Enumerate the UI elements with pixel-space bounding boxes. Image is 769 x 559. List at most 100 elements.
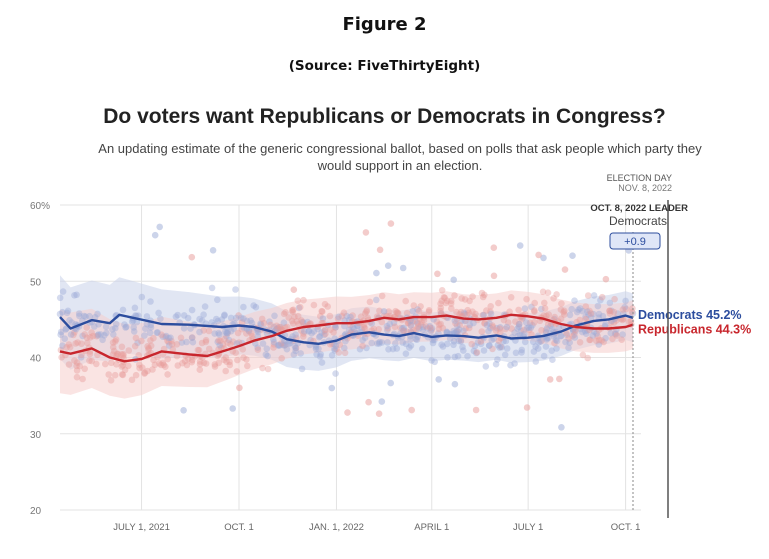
poll-dot [263, 345, 271, 353]
poll-dot [298, 318, 306, 326]
poll-dot [472, 406, 480, 414]
poll-dot [538, 337, 545, 345]
poll-dot [469, 293, 476, 300]
poll-dot [405, 319, 412, 327]
poll-dot [454, 328, 461, 336]
poll-dot [248, 330, 255, 337]
poll-dot [136, 361, 143, 369]
poll-dot [223, 329, 230, 337]
poll-dot [233, 368, 241, 375]
poll-dot [188, 334, 196, 341]
poll-dot [138, 337, 145, 345]
poll-dot [196, 315, 203, 323]
poll-dot [584, 308, 591, 316]
poll-dot [492, 327, 500, 335]
poll-dot [159, 333, 167, 341]
poll-dot [254, 344, 261, 352]
poll-dot [589, 332, 596, 339]
poll-dot [195, 346, 203, 354]
poll-dot [487, 324, 494, 332]
poll-dot [566, 339, 573, 346]
poll-dot [277, 325, 285, 333]
poll-dot [300, 333, 307, 340]
poll-dot [606, 307, 613, 315]
poll-dot [400, 327, 407, 335]
poll-dot [59, 342, 66, 350]
poll-dot [443, 340, 451, 348]
poll-dot [300, 330, 307, 337]
poll-dot [201, 303, 209, 310]
poll-dot [314, 325, 321, 333]
poll-dot [538, 305, 545, 313]
poll-dot [264, 352, 271, 360]
poll-dot [200, 327, 207, 334]
poll-dot [450, 327, 457, 335]
poll-dot [490, 272, 498, 280]
poll-dot [119, 362, 127, 369]
poll-dot [431, 358, 439, 366]
poll-dot [298, 317, 305, 324]
poll-dot [149, 366, 156, 373]
poll-dot [558, 300, 565, 307]
poll-dot [188, 334, 196, 342]
poll-dot [143, 313, 151, 320]
poll-dot [341, 344, 348, 352]
poll-dot [131, 342, 139, 350]
poll-dot [391, 323, 399, 331]
poll-dot [523, 295, 530, 303]
poll-dot [470, 319, 477, 327]
figure-source: (Source: FiveThirtyEight) [288, 58, 481, 74]
poll-dot [283, 323, 291, 331]
poll-dot [254, 328, 262, 336]
poll-dot [235, 339, 243, 346]
poll-dot [561, 266, 569, 273]
poll-dot [412, 317, 419, 325]
poll-dot [318, 307, 326, 315]
poll-dot [80, 312, 88, 320]
poll-dot [119, 352, 127, 359]
poll-dot [273, 325, 280, 333]
poll-dot [410, 302, 418, 309]
poll-dot [466, 297, 473, 305]
poll-dot [232, 286, 239, 293]
poll-dot [540, 352, 548, 360]
poll-dot [316, 353, 324, 360]
y-tick-label: 30 [30, 430, 42, 441]
poll-dot [613, 332, 621, 339]
poll-dot [172, 313, 180, 321]
poll-dot [74, 339, 81, 346]
poll-dot [350, 325, 358, 333]
poll-dot [113, 352, 120, 360]
poll-dot [402, 350, 410, 358]
poll-dot [480, 311, 488, 319]
poll-dot [326, 312, 334, 320]
poll-dot [65, 361, 73, 368]
poll-dot [555, 324, 563, 332]
poll-dot [481, 291, 488, 299]
poll-dot [164, 355, 171, 363]
poll-dot [226, 361, 234, 369]
poll-dot [557, 332, 564, 340]
poll-dot [243, 330, 250, 337]
poll-dot [428, 326, 435, 334]
poll-dot [563, 331, 570, 339]
poll-dot [556, 375, 563, 383]
poll-dot [419, 326, 427, 333]
poll-dot [332, 342, 340, 350]
poll-dot [215, 359, 222, 367]
poll-dot [227, 327, 235, 335]
poll-dot [619, 306, 627, 313]
poll-dot [107, 377, 115, 384]
poll-dot [300, 296, 307, 304]
poll-dot [136, 364, 143, 372]
poll-dot [408, 406, 416, 414]
poll-dot [281, 324, 289, 331]
poll-dot [110, 331, 117, 338]
poll-dot [402, 340, 410, 348]
poll-dot [541, 299, 548, 307]
poll-dot [507, 361, 514, 369]
poll-dot [248, 319, 256, 327]
poll-dot [97, 331, 104, 338]
poll-dot [123, 323, 130, 331]
poll-dot [88, 329, 95, 336]
